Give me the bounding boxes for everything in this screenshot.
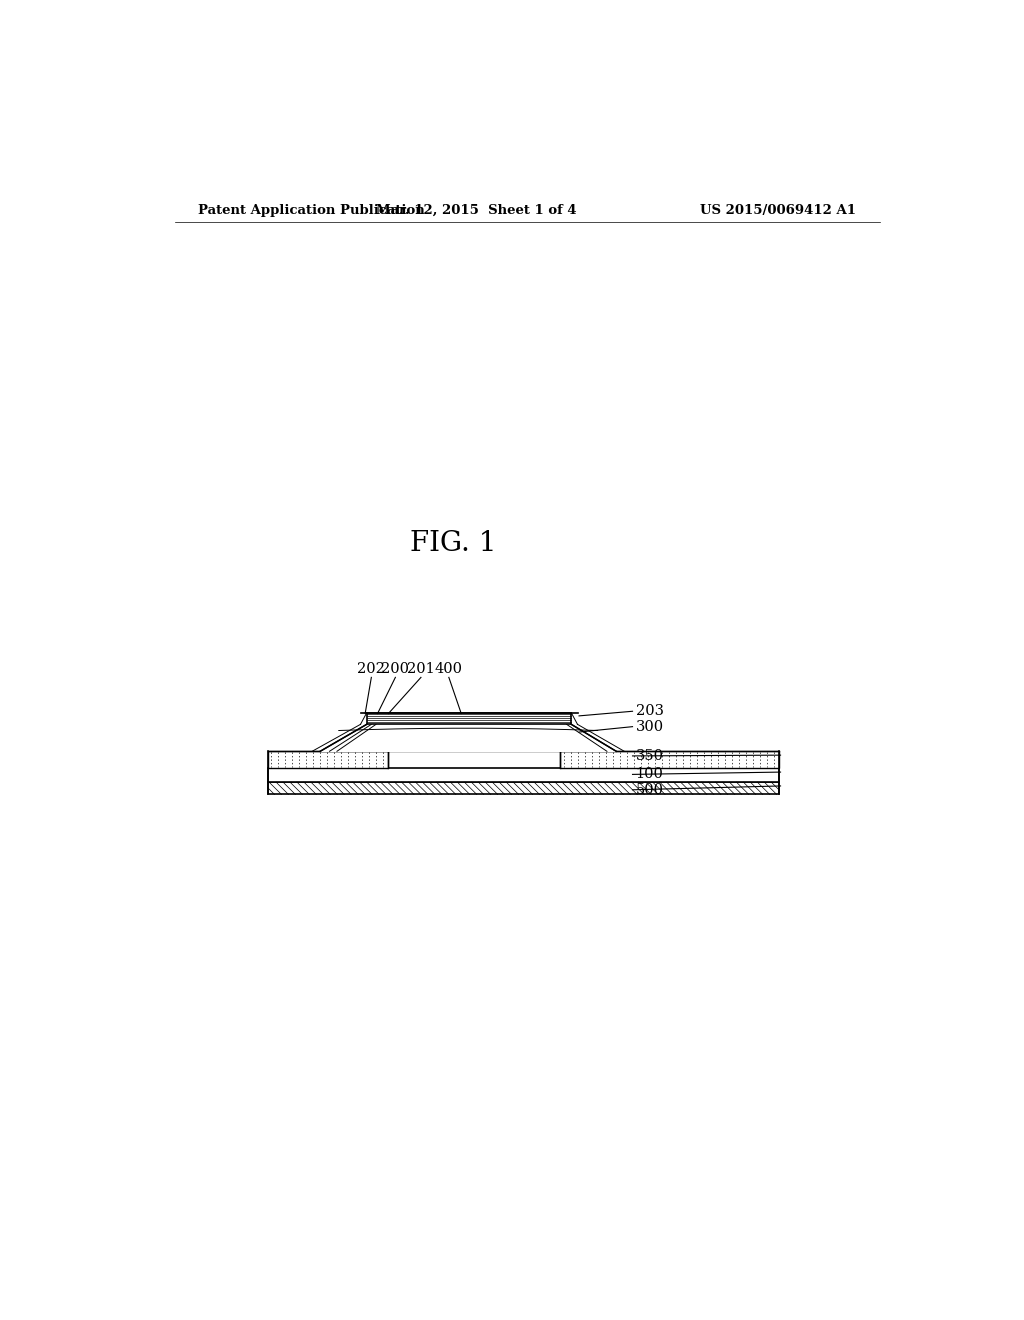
Text: FIG. 1: FIG. 1 (411, 529, 497, 557)
Text: 500: 500 (636, 783, 664, 797)
Bar (267, 751, 388, 768)
Text: 202: 202 (357, 661, 385, 676)
Polygon shape (321, 725, 616, 751)
Bar (267, 768, 779, 781)
Text: 350: 350 (636, 748, 664, 763)
Text: 400: 400 (435, 661, 463, 676)
Text: Patent Application Publication: Patent Application Publication (198, 205, 425, 218)
Text: 203: 203 (636, 705, 664, 718)
Text: US 2015/0069412 A1: US 2015/0069412 A1 (700, 205, 856, 218)
Bar (267, 781, 779, 795)
Text: 300: 300 (636, 719, 664, 734)
Bar (560, 751, 779, 768)
Text: 200: 200 (381, 661, 410, 676)
Text: Mar. 12, 2015  Sheet 1 of 4: Mar. 12, 2015 Sheet 1 of 4 (377, 205, 578, 218)
Text: 100: 100 (636, 767, 664, 781)
Bar (367, 713, 571, 725)
Text: 201: 201 (408, 661, 435, 676)
